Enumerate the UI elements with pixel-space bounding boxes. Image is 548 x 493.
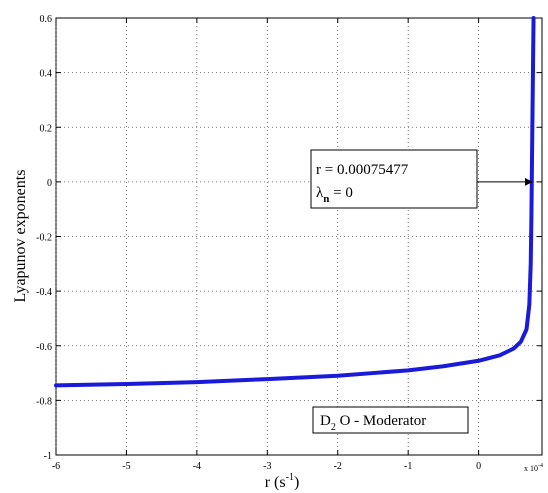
x-tick-label: -3 — [263, 461, 271, 472]
legend-label-prefix: D — [320, 413, 331, 429]
annotation-line-2: λn = 0 — [316, 185, 353, 205]
legend-label-sub: 2 — [331, 422, 336, 433]
y-tick-labels: -1 -0.8 -0.6 -0.4 -0.2 0 0.2 0.4 0.6 — [36, 14, 52, 462]
legend-box — [312, 406, 469, 434]
x-tick-label: -5 — [122, 461, 130, 472]
y-tick-label: -0.4 — [36, 287, 52, 298]
y-tick-label: 0.2 — [40, 123, 53, 134]
x-tick-label: -6 — [52, 461, 60, 472]
annotation-line-1: r = 0.00075477 — [316, 162, 409, 178]
axis-ticks — [55, 17, 542, 456]
x-axis-multiplier-base: x 10 — [524, 464, 538, 473]
annotation: r = 0.00075477 λn = 0 — [310, 149, 533, 209]
annotation-line-2-rest: = 0 — [329, 185, 352, 201]
y-tick-label: -1 — [44, 451, 52, 462]
y-tick-label: 0.6 — [40, 14, 53, 25]
x-axis-multiplier: x 10-4 — [524, 463, 543, 473]
y-tick-label: -0.2 — [36, 233, 52, 244]
y-tick-label: 0.4 — [40, 69, 53, 80]
x-axis-label-sup: -1 — [286, 472, 294, 483]
x-tick-labels: -6 -5 -4 -3 -2 -1 0 — [52, 461, 481, 472]
series-line-lyapunov — [54, 16, 536, 388]
y-tick-label: -0.6 — [36, 342, 52, 353]
y-tick-label: -0.8 — [36, 396, 52, 407]
x-tick-label: -1 — [404, 461, 412, 472]
x-tick-label: -2 — [334, 461, 342, 472]
legend-label-suffix: O - Moderator — [336, 413, 426, 429]
legend-label: D2 O - Moderator — [320, 413, 426, 433]
annotation-box — [310, 149, 478, 209]
legend: D2 O - Moderator — [312, 406, 469, 434]
y-axis-label: Lyapunov exponents — [12, 170, 29, 303]
x-axis-label-close: ) — [294, 474, 299, 491]
x-axis-label: r (s-1) — [265, 472, 300, 491]
annotation-lambda-sub: n — [323, 193, 329, 205]
annotation-lambda: λ — [316, 185, 324, 201]
x-axis-label-main: r (s — [265, 474, 286, 491]
x-tick-label: 0 — [476, 461, 481, 472]
x-tick-label: -4 — [193, 461, 201, 472]
x-axis-multiplier-exp: -4 — [538, 463, 543, 469]
y-tick-label: 0 — [47, 178, 52, 189]
